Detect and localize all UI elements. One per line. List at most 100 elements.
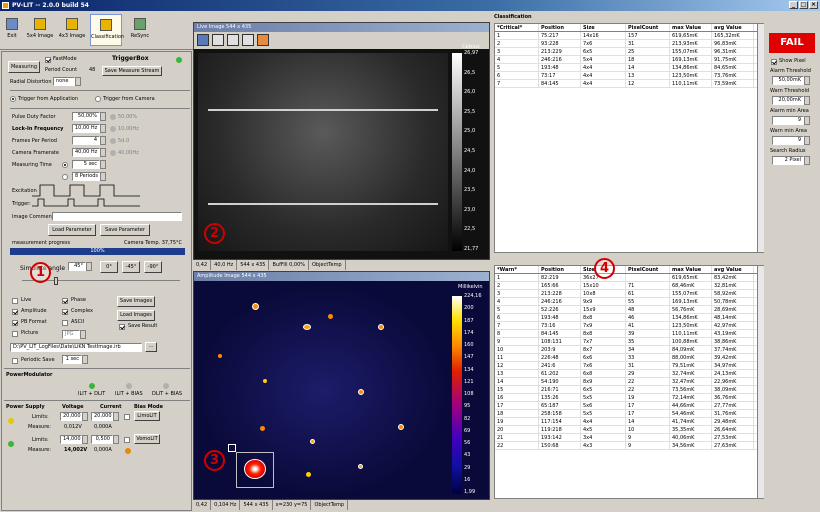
picture-format-dropdown[interactable]: [80, 330, 86, 339]
critical-table-column-header[interactable]: avg Value: [712, 24, 754, 31]
angle-input[interactable]: 45°: [68, 262, 86, 271]
warn-table-row[interactable]: 7 73:16 7x9 41 123,50mK 42,97mK: [495, 322, 763, 330]
measuring-time-input[interactable]: 5 sec: [72, 160, 100, 169]
4x3-image-button[interactable]: 4x3 Image: [58, 14, 86, 46]
warn-table-row[interactable]: 8 84:145 8x8 39 110,11mK 43,19mK: [495, 330, 763, 338]
load-images-button[interactable]: Load Images: [117, 310, 155, 321]
ps1-bias-mode-button[interactable]: LimoLIT: [134, 411, 160, 421]
ps2-voltage-spin[interactable]: [82, 435, 88, 444]
critical-table-row[interactable]: 7 84:145 4x4 12 110,11mK 73,59mK: [495, 80, 763, 88]
angle-spin[interactable]: [86, 262, 92, 271]
warn-table-row[interactable]: 16 135:26 5x5 19 72,14mK 36,76mK: [495, 394, 763, 402]
hotspot[interactable]: [378, 324, 384, 330]
warn-table-column-header[interactable]: PixelCount: [626, 266, 670, 273]
live-thermal-image[interactable]: [198, 53, 448, 251]
critical-table-row[interactable]: 2 93:228 7x6 31 213,93mK 96,83mK: [495, 40, 763, 48]
pb-format-checkbox[interactable]: [12, 320, 18, 326]
warn-threshold-spin[interactable]: [804, 96, 810, 105]
critical-table-column-header[interactable]: PixelCount: [626, 24, 670, 31]
lockin-frequency-spin[interactable]: [100, 124, 106, 133]
warn-table-row[interactable]: 4 246:216 9x9 55 169,13mK 50,78mK: [495, 298, 763, 306]
save-images-button[interactable]: Save Images: [117, 296, 155, 307]
grid-icon[interactable]: [242, 34, 254, 46]
fastmode-checkbox[interactable]: [45, 57, 51, 63]
angle-minus90-button[interactable]: -90°: [144, 261, 162, 273]
hotspot[interactable]: [303, 324, 311, 330]
warn-table-column-header[interactable]: Size: [581, 266, 626, 273]
show-pixel-checkbox[interactable]: [771, 59, 777, 65]
browse-path-button[interactable]: …: [145, 342, 157, 352]
critical-table-row[interactable]: 4 246:216 5x4 18 169,13mK 91,75mK: [495, 56, 763, 64]
radial-distortion-select[interactable]: none: [53, 77, 75, 86]
periods-input[interactable]: 8 Periods: [72, 172, 100, 181]
warn-min-area-spin[interactable]: [804, 136, 810, 145]
critical-table-row[interactable]: 1 75:217 14x16 157 619,65mK 165,32mK: [495, 32, 763, 40]
frames-per-period-input[interactable]: 4: [72, 136, 100, 145]
periodic-save-spin[interactable]: [82, 355, 88, 364]
hotspot[interactable]: [252, 303, 259, 310]
complex-checkbox[interactable]: [62, 309, 68, 315]
5x4-image-button[interactable]: 5x4 Image: [26, 14, 54, 46]
warn-table-row[interactable]: 10 203:9 8x7 34 84,09mK 37,74mK: [495, 346, 763, 354]
ps2-current-limit-input[interactable]: 0,500: [91, 435, 113, 444]
live-checkbox[interactable]: [12, 298, 18, 304]
warn-table-row[interactable]: 6 193:48 8x8 46 134,86mK 48,14mK: [495, 314, 763, 322]
amplitude-thermal-image[interactable]: [198, 284, 448, 497]
save-measure-stream-button[interactable]: Save Measure Stream: [102, 66, 162, 76]
warn-table-column-header[interactable]: max Value: [670, 266, 712, 273]
alarm-threshold-input[interactable]: 50,00mK: [772, 76, 804, 85]
pm-ilit-bias-led[interactable]: [126, 383, 132, 389]
classification-button[interactable]: Classification: [90, 14, 124, 46]
pulse-duty-input[interactable]: 50,00%: [72, 112, 100, 121]
warn-min-area-input[interactable]: 9: [772, 136, 804, 145]
hotspot[interactable]: [358, 464, 363, 469]
critical-hotspot[interactable]: [244, 459, 266, 479]
ascii-checkbox[interactable]: [62, 320, 68, 326]
critical-table-row[interactable]: 5 193:48 4x4 14 134,86mK 84,65mK: [495, 64, 763, 72]
warn-table-row[interactable]: 18 258:158 5x5 17 54,46mK 31,76mK: [495, 410, 763, 418]
critical-table-scrollbar[interactable]: [757, 24, 764, 252]
warn-table-row[interactable]: 11 226:48 6x6 33 88,00mK 39,42mK: [495, 354, 763, 362]
warn-table-column-header[interactable]: Position: [539, 266, 581, 273]
region-marker[interactable]: [228, 444, 236, 452]
warn-table-row[interactable]: 5 52:226 15x9 48 56,76mK 28,69mK: [495, 306, 763, 314]
angle-slider-thumb[interactable]: [54, 277, 58, 285]
hotspot[interactable]: [260, 426, 265, 431]
lockin-frequency-input[interactable]: 10,00 Hz: [72, 124, 100, 133]
markers-icon[interactable]: [227, 34, 239, 46]
warn-table-row[interactable]: 15 216:71 6x5 22 73,56mK 38,09mK: [495, 386, 763, 394]
warn-table-row[interactable]: 19 117:154 4x4 14 41,74mK 29,48mK: [495, 418, 763, 426]
ps2-current-spin[interactable]: [113, 435, 119, 444]
critical-table-row[interactable]: 6 73:17 4x4 13 123,50mK 73,76mK: [495, 72, 763, 80]
ps2-voltage-limit-input[interactable]: 14,000: [60, 435, 82, 444]
ps1-voltage-limit-input[interactable]: 20,000: [60, 412, 82, 421]
ps2-bias-checkbox[interactable]: [124, 437, 130, 443]
hotspot[interactable]: [328, 314, 333, 319]
warn-table-scrollbar[interactable]: [757, 266, 764, 498]
measuring-time-periods-radio[interactable]: [62, 174, 68, 180]
hotspot[interactable]: [398, 424, 404, 430]
fit-view-icon[interactable]: [197, 34, 209, 46]
angle-minus45-button[interactable]: -45°: [122, 261, 140, 273]
search-radius-input[interactable]: 2 Pixel: [772, 156, 804, 165]
load-parameter-button[interactable]: Load Parameter: [48, 224, 96, 236]
radial-distortion-dropdown[interactable]: [75, 77, 81, 86]
ps1-current-spin[interactable]: [113, 412, 119, 421]
histogram-icon[interactable]: [212, 34, 224, 46]
warn-table-row[interactable]: 17 65:187 5x6 17 44,66mK 27,77mK: [495, 402, 763, 410]
pulse-duty-spin[interactable]: [100, 112, 106, 121]
ps1-bias-checkbox[interactable]: [124, 414, 130, 420]
pm-dlit-bias-led[interactable]: [163, 383, 169, 389]
warn-table-row[interactable]: 22 150:68 4x3 9 34,56mK 27,63mK: [495, 442, 763, 450]
ps1-voltage-spin[interactable]: [82, 412, 88, 421]
periods-spin[interactable]: [100, 172, 106, 181]
warn-threshold-input[interactable]: 20,00mK: [772, 96, 804, 105]
hotspot[interactable]: [306, 472, 311, 477]
camera-framerate-spin[interactable]: [100, 148, 106, 157]
alarm-min-area-spin[interactable]: [804, 116, 810, 125]
alarm-min-area-input[interactable]: 9: [772, 116, 804, 125]
alarm-threshold-spin[interactable]: [804, 76, 810, 85]
pm-ilit-dlit-led[interactable]: [89, 383, 95, 389]
resync-button[interactable]: ReSync: [128, 14, 152, 46]
amplitude-checkbox[interactable]: [12, 309, 18, 315]
